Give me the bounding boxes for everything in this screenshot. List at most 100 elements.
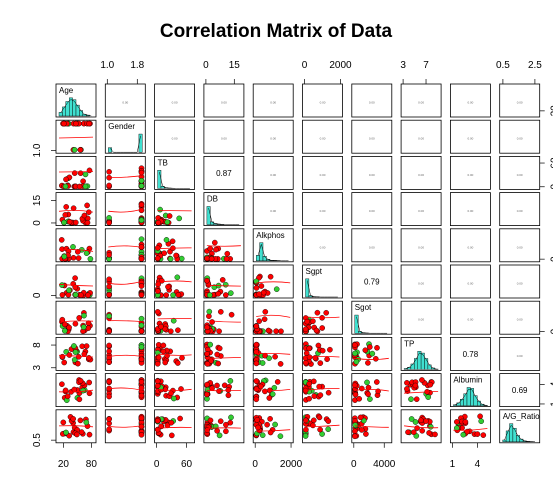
correlation-value: 0.79 (364, 278, 380, 287)
scatter-point (138, 236, 145, 242)
smooth-line (157, 388, 192, 391)
smooth-line (108, 175, 143, 179)
scatter-point (138, 177, 145, 184)
scatter-point (313, 327, 320, 334)
correlation-value: 0.00 (221, 101, 227, 105)
scatter-point (310, 417, 317, 424)
panel-age-sgpt: 0.00 (302, 83, 343, 118)
hist-bar (259, 242, 264, 261)
correlation-value: 0.00 (270, 173, 276, 177)
hist-bar (466, 387, 471, 406)
scatter-point (86, 209, 92, 215)
scatter-point (413, 396, 420, 403)
panel-tp-tb (154, 336, 196, 371)
scatter-point (62, 212, 69, 218)
scatter-point (138, 256, 145, 262)
correlation-value: 0.00 (467, 101, 473, 105)
scatter-point (164, 219, 171, 225)
panel-age-age: Age (55, 83, 97, 118)
scatter-point (168, 390, 174, 397)
scatter-point (162, 359, 168, 366)
tick-label: 7 (423, 60, 429, 71)
panel-tb-tp: 0.00 (400, 155, 442, 190)
scatter-point (302, 326, 309, 333)
scatter-point (84, 202, 90, 209)
scatter-point (75, 255, 82, 261)
scatter-point (85, 325, 92, 331)
scatter-point (154, 288, 161, 294)
scatter-point (253, 378, 260, 384)
panel-frame (400, 300, 442, 335)
correlation-value: 0.00 (369, 245, 375, 249)
scatter-point (353, 358, 360, 365)
scatter-point (71, 170, 78, 176)
scatter-point (83, 343, 90, 349)
scatter-point (258, 283, 265, 289)
scatter-point (272, 421, 278, 428)
panel-frame (104, 119, 146, 154)
tick-label: 8 (32, 342, 43, 348)
scatter-point (261, 316, 268, 323)
scatter-point (373, 379, 380, 385)
scatter-point (217, 308, 224, 315)
panel-frame (203, 155, 245, 190)
scatter-point (357, 414, 364, 421)
scatter-point (81, 312, 87, 319)
variable-label-a-g-ratio: A/G_Ratio (503, 412, 540, 421)
scatter-point (168, 419, 175, 426)
correlation-value: 0.00 (517, 137, 523, 141)
scatter-point (204, 381, 210, 388)
scatter-point (177, 415, 183, 422)
panel-frame (302, 228, 343, 263)
panel-alkphos-sgot: 0.00 (351, 228, 393, 263)
scatter-point (204, 324, 210, 331)
correlation-value: 0.78 (463, 350, 479, 359)
hist-bar (65, 101, 70, 117)
scatter-point (426, 430, 432, 436)
panel-a-g-ratio-tp (400, 409, 442, 444)
panel-tp-db (203, 336, 245, 371)
scatter-point (419, 427, 426, 434)
scatter-point (154, 309, 161, 315)
panel-alkphos-db (203, 228, 245, 263)
scatter-point (154, 417, 161, 424)
scatter-point (138, 415, 145, 422)
tick-label: 0.5 (496, 60, 510, 71)
scatter-point (427, 381, 434, 388)
smooth-line (256, 281, 291, 284)
panel-frame (104, 228, 146, 263)
smooth-line (256, 389, 291, 391)
hist-bar (79, 110, 84, 117)
panel-frame (302, 83, 343, 118)
scatter-point (419, 377, 425, 383)
variable-label-alkphos: Alkphos (256, 231, 284, 240)
correlation-value: 0.00 (369, 137, 375, 141)
scatter-point (216, 345, 223, 352)
scatter-point (217, 418, 224, 425)
scatter-point (175, 291, 182, 298)
scatter-point (227, 378, 234, 384)
correlation-value: 0.00 (369, 173, 375, 177)
panel-age-sgot: 0.00 (351, 83, 393, 118)
correlation-value: 0.00 (320, 209, 326, 213)
scatter-point (477, 413, 483, 420)
panel-sgpt-sgpt: Sgpt (302, 264, 343, 299)
scatter-point (352, 433, 358, 440)
scatter-point (278, 328, 284, 335)
tick-label: 1.0 (100, 60, 114, 71)
scatter-point (259, 360, 266, 366)
scatter-point (86, 355, 92, 361)
hist-bar (473, 395, 478, 406)
scatter-point (86, 120, 92, 127)
smooth-line (206, 320, 241, 323)
panel-frame (499, 336, 541, 371)
scatter-point (138, 431, 145, 438)
scatter-point (223, 255, 230, 262)
panel-alkphos-alkphos: Alkphos (252, 228, 294, 263)
correlation-value: 0.00 (517, 173, 523, 177)
scatter-point (325, 418, 332, 424)
panel-frame (351, 119, 393, 154)
smooth-line (58, 425, 94, 428)
scatter-point (71, 386, 78, 393)
smooth-line (108, 280, 143, 285)
